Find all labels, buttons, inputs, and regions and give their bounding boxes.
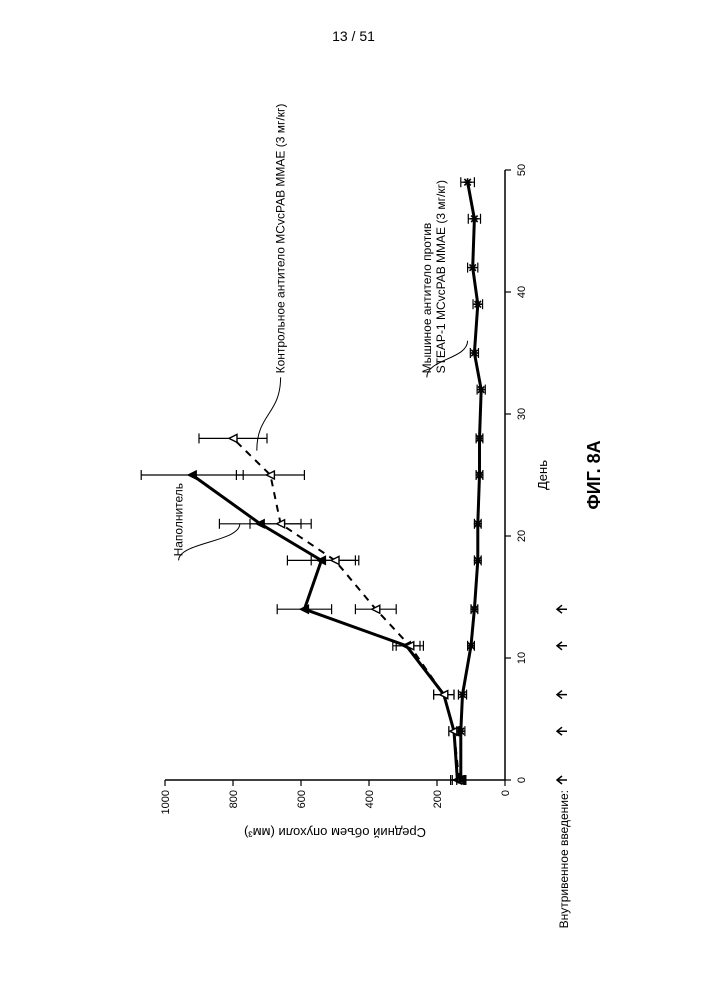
svg-text:0: 0: [500, 790, 512, 796]
series-control: [199, 433, 466, 785]
series-steap: [457, 177, 486, 785]
label-steap-line0: Мышиное антитело против: [420, 223, 434, 374]
figure-label: ФИГ. 8A: [584, 440, 604, 509]
label-control: Контрольное антитело MCvcPAB MMAE (3 мг/…: [274, 104, 288, 374]
label-filler: Наполнитель: [172, 483, 186, 556]
iv-intro-label: Внутривенное введение:: [557, 790, 571, 928]
svg-text:40: 40: [516, 286, 528, 298]
y-axis-label: Средний объем опухоли (мм³): [244, 825, 426, 840]
svg-text:20: 20: [516, 530, 528, 542]
svg-text:0: 0: [516, 777, 528, 783]
label-steap-line1: STEAP-1 MCvcPAB MMAE (3 мг/кг): [434, 180, 448, 373]
svg-text:30: 30: [516, 408, 528, 420]
svg-text:400: 400: [364, 790, 376, 808]
svg-text:10: 10: [516, 652, 528, 664]
chart-svg: 0 200 400 600 800 1000 0 10 20 30 40 50 Средний объе…: [0, 0, 707, 1000]
x-axis-label: День: [535, 460, 550, 490]
series-filler: [141, 470, 464, 785]
svg-text:600: 600: [296, 790, 308, 808]
svg-text:200: 200: [432, 790, 444, 808]
svg-text:1000: 1000: [160, 790, 172, 814]
svg-text:800: 800: [228, 790, 240, 808]
svg-text:50: 50: [516, 164, 528, 176]
chart-container: 0 200 400 600 800 1000 0 10 20 30 40 50 Средний объе…: [0, 0, 707, 1000]
